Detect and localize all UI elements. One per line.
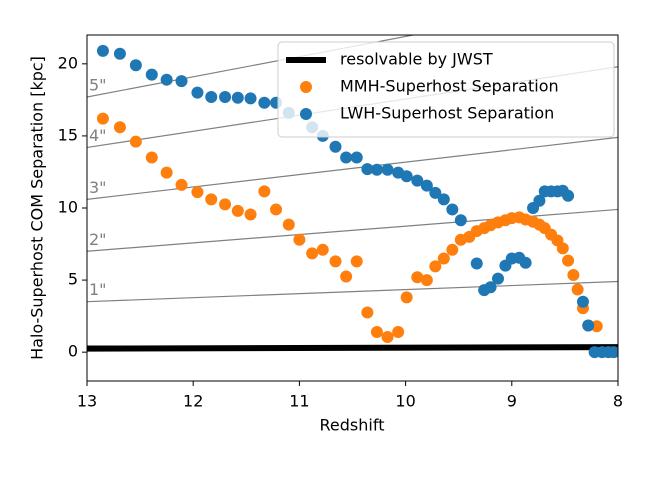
x-tick-label: 8	[613, 392, 623, 411]
point	[258, 96, 271, 109]
x-tick-label: 13	[77, 392, 97, 411]
y-tick-label: 0	[68, 342, 78, 361]
y-tick-label: 5	[68, 270, 78, 289]
jwst-line	[87, 344, 618, 352]
angular-label: 4"	[89, 126, 107, 145]
point	[607, 346, 618, 359]
point	[582, 319, 595, 332]
point	[361, 306, 374, 319]
angular-line	[87, 136, 618, 200]
point	[454, 214, 467, 227]
x-axis-label: Redshift	[320, 416, 385, 435]
point	[96, 44, 109, 57]
point	[329, 140, 342, 153]
legend-swatch	[300, 81, 312, 93]
point	[160, 73, 173, 86]
point	[491, 272, 504, 285]
point	[219, 198, 232, 211]
point	[219, 90, 232, 103]
point	[400, 170, 413, 183]
point	[429, 260, 442, 273]
y-axis-label: Halo-Superhost COM Separation [kpc]	[28, 56, 47, 360]
point	[306, 247, 319, 260]
point	[340, 270, 353, 283]
point	[420, 179, 433, 192]
point	[519, 256, 532, 269]
point	[576, 295, 589, 308]
point	[533, 194, 546, 207]
point	[205, 90, 218, 103]
point	[316, 243, 329, 256]
point	[446, 203, 459, 216]
y-tick-label: 10	[58, 198, 78, 217]
point	[429, 186, 442, 199]
point	[370, 325, 383, 338]
point	[562, 189, 575, 202]
point	[350, 255, 363, 268]
legend-label: LWH-Superhost Separation	[340, 104, 554, 123]
x-tick-label: 12	[183, 392, 203, 411]
point	[381, 163, 394, 176]
angular-label: 1"	[89, 280, 107, 299]
point	[145, 68, 158, 81]
point	[484, 281, 497, 294]
point	[437, 252, 450, 265]
point	[129, 59, 142, 72]
point	[556, 242, 569, 255]
point	[96, 112, 109, 125]
point	[113, 47, 126, 60]
angular-label: 2"	[89, 230, 107, 249]
point	[293, 233, 306, 246]
point	[350, 151, 363, 164]
x-tick-label: 11	[289, 392, 309, 411]
point	[392, 325, 405, 338]
y-tick-label: 15	[58, 125, 78, 144]
point	[231, 91, 244, 104]
point	[191, 86, 204, 99]
point	[361, 163, 374, 176]
point	[282, 218, 295, 231]
point	[329, 255, 342, 268]
x-tick-label: 10	[395, 392, 415, 411]
point	[258, 185, 271, 198]
point	[129, 135, 142, 148]
point	[244, 208, 257, 221]
point	[571, 283, 584, 296]
point	[470, 257, 483, 270]
legend-label: MMH-Superhost Separation	[340, 77, 559, 96]
x-tick-label: 9	[507, 392, 517, 411]
angular-label: 5"	[89, 75, 107, 94]
point	[205, 193, 218, 206]
angular-line	[87, 280, 618, 303]
point	[420, 274, 433, 287]
point	[381, 331, 394, 344]
y-tick-label: 20	[58, 53, 78, 72]
point	[411, 174, 424, 187]
point	[175, 75, 188, 88]
point	[244, 92, 257, 105]
point	[400, 291, 413, 304]
angular-label: 3"	[89, 178, 107, 197]
point	[411, 271, 424, 284]
point	[160, 166, 173, 179]
point	[562, 254, 575, 267]
point	[567, 269, 580, 282]
point	[340, 151, 353, 164]
point	[175, 178, 188, 191]
point	[370, 163, 383, 176]
point	[145, 151, 158, 164]
point	[270, 203, 283, 216]
point	[231, 204, 244, 217]
legend-swatch	[300, 108, 312, 120]
point	[113, 121, 126, 134]
point	[437, 193, 450, 206]
legend-box	[277, 41, 615, 138]
legend-label: resolvable by JWST	[340, 50, 493, 69]
point	[191, 186, 204, 199]
point	[446, 243, 459, 256]
